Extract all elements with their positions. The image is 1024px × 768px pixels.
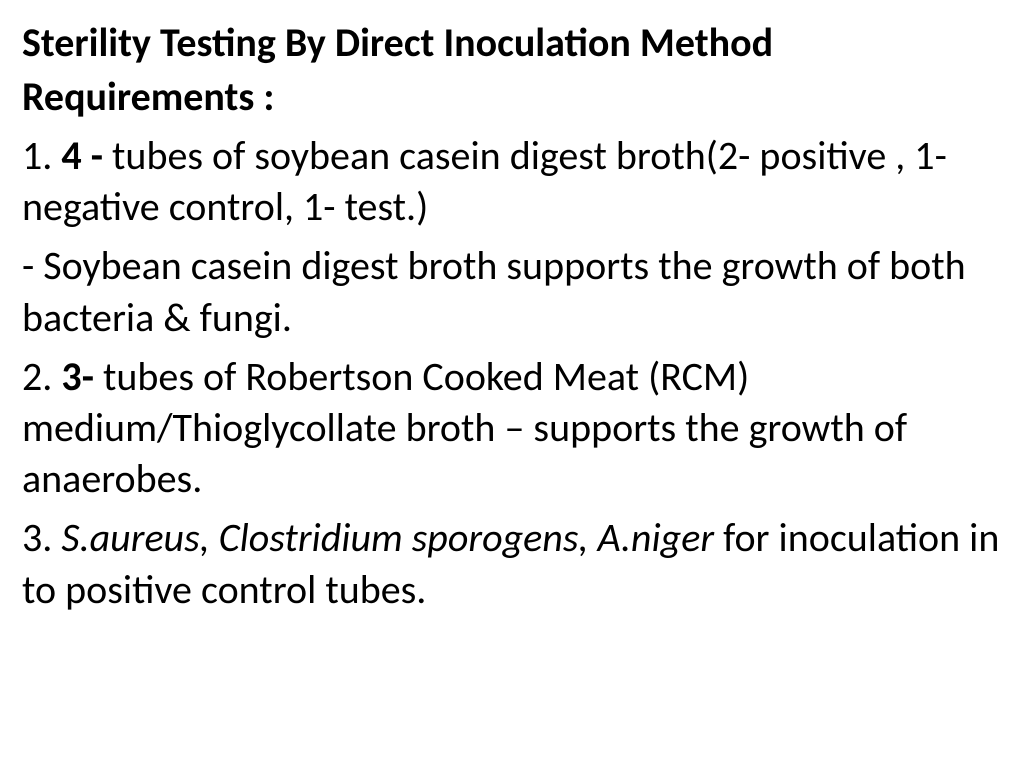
item-1-number: 1. — [22, 131, 61, 180]
item-3: 3. S.aureus, Clostridium sporogens, A.ni… — [22, 512, 1002, 614]
item-1: 1. 4 - tubes of soybean casein digest br… — [22, 130, 1002, 232]
item-3-number: 3. — [22, 513, 61, 562]
item-2: 2. 3- tubes of Robertson Cooked Meat (RC… — [22, 351, 1002, 505]
item-1-count: 4 - — [61, 131, 112, 180]
item-3-organisms: S.aureus, Clostridium sporogens, A.niger — [61, 513, 714, 562]
slide-title: Sterility Testing By Direct Inoculation … — [22, 18, 1002, 68]
item-2-number: 2. — [22, 352, 61, 401]
item-1-note: - Soybean casein digest broth supports t… — [22, 240, 1002, 342]
slide: Sterility Testing By Direct Inoculation … — [0, 0, 1024, 768]
item-2-text: tubes of Robertson Cooked Meat (RCM) med… — [22, 352, 907, 503]
requirements-heading: Requirements : — [22, 72, 1002, 122]
item-2-count: 3- — [61, 352, 103, 401]
item-1-text: tubes of soybean casein digest broth(2- … — [22, 131, 947, 231]
